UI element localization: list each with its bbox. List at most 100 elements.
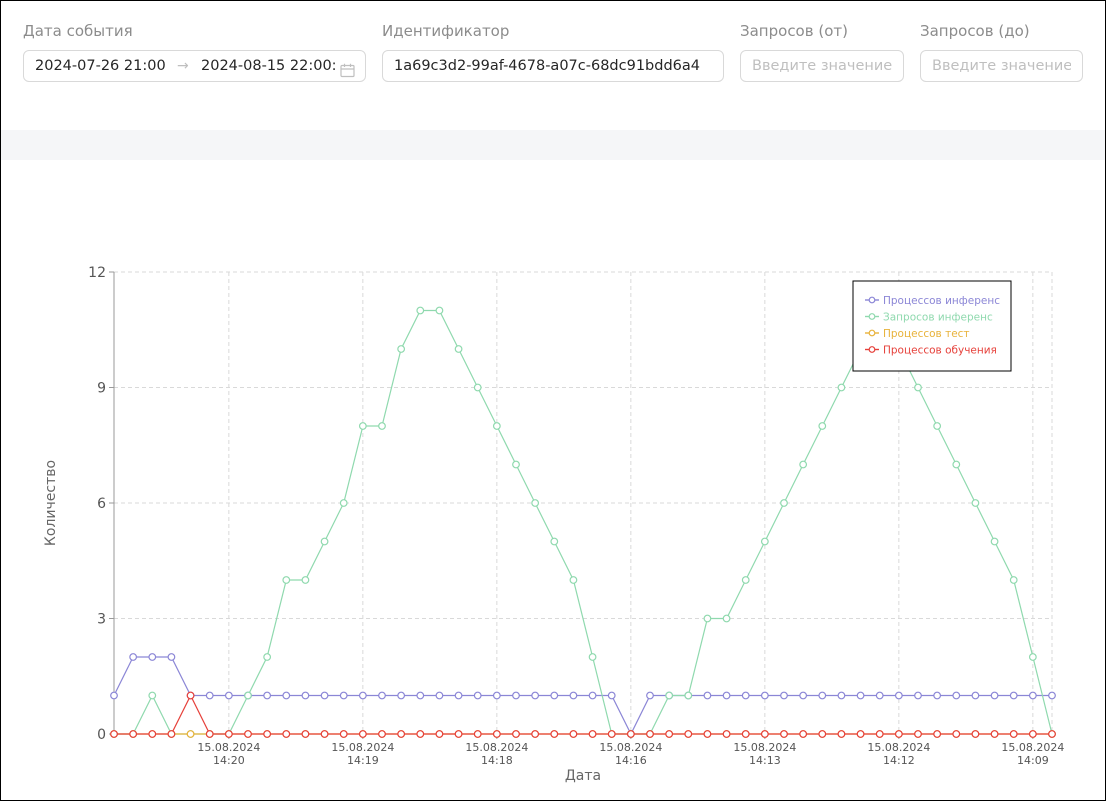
data-point[interactable] (244, 730, 252, 738)
data-point[interactable] (703, 691, 712, 700)
data-point[interactable] (569, 730, 578, 738)
data-point[interactable] (607, 691, 616, 700)
data-point[interactable] (990, 691, 999, 700)
data-point[interactable] (339, 730, 348, 738)
data-point[interactable] (1028, 691, 1037, 700)
data-point[interactable] (416, 691, 425, 700)
data-point[interactable] (799, 691, 808, 700)
data-point[interactable] (512, 691, 520, 700)
data-point[interactable] (875, 730, 884, 738)
data-point[interactable] (550, 537, 559, 546)
data-point[interactable] (397, 730, 406, 738)
data-point[interactable] (473, 383, 482, 392)
data-point[interactable] (492, 422, 501, 430)
data-point[interactable] (933, 730, 942, 738)
data-point[interactable] (110, 730, 118, 738)
legend-item-inference_processes[interactable]: Процессов инференс (865, 295, 1000, 307)
data-point[interactable] (148, 730, 157, 738)
data-point[interactable] (358, 730, 367, 738)
data-point[interactable] (301, 576, 310, 584)
data-point[interactable] (186, 730, 195, 738)
data-point[interactable] (1048, 730, 1056, 738)
data-point[interactable] (741, 576, 750, 584)
event-date-start-input[interactable]: 2024-07-26 21:00:00 (35, 58, 167, 74)
data-point[interactable] (665, 691, 674, 700)
data-point[interactable] (799, 730, 808, 738)
data-point[interactable] (320, 537, 329, 546)
legend-item-test_processes[interactable]: Процессов тест (865, 328, 970, 340)
data-point[interactable] (837, 691, 846, 700)
data-point[interactable] (684, 691, 693, 700)
data-point[interactable] (588, 730, 597, 738)
data-point[interactable] (703, 730, 712, 738)
data-point[interactable] (626, 730, 635, 738)
data-point[interactable] (263, 691, 272, 700)
data-point[interactable] (512, 460, 520, 469)
data-point[interactable] (378, 691, 386, 700)
identifier-input[interactable]: 1a69c3d2-99af-4678-a07c-68dc91bdd6a4 (382, 50, 724, 82)
data-point[interactable] (129, 653, 138, 661)
data-point[interactable] (780, 499, 788, 507)
data-point[interactable] (282, 691, 291, 700)
data-point[interactable] (454, 691, 463, 700)
data-point[interactable] (741, 730, 750, 738)
data-point[interactable] (531, 499, 540, 507)
data-point[interactable] (1028, 730, 1037, 738)
data-point[interactable] (358, 691, 367, 700)
data-point[interactable] (665, 730, 674, 738)
data-point[interactable] (1009, 691, 1018, 700)
data-point[interactable] (416, 306, 425, 315)
data-point[interactable] (531, 691, 540, 700)
data-point[interactable] (914, 730, 922, 738)
data-point[interactable] (722, 614, 731, 623)
data-point[interactable] (894, 691, 903, 700)
data-point[interactable] (531, 730, 540, 738)
data-point[interactable] (320, 691, 329, 700)
data-point[interactable] (569, 576, 578, 584)
requests-to-input[interactable] (920, 50, 1083, 82)
data-point[interactable] (550, 691, 559, 700)
data-point[interactable] (224, 691, 233, 700)
data-point[interactable] (837, 730, 846, 738)
data-point[interactable] (301, 691, 310, 700)
data-point[interactable] (435, 306, 444, 315)
data-point[interactable] (358, 422, 367, 430)
data-point[interactable] (148, 653, 157, 661)
data-point[interactable] (1048, 691, 1056, 700)
data-point[interactable] (952, 691, 961, 700)
data-point[interactable] (760, 537, 769, 546)
legend-item-training_processes[interactable]: Процессов обучения (865, 345, 997, 357)
data-point[interactable] (607, 730, 616, 738)
data-point[interactable] (760, 730, 769, 738)
data-point[interactable] (378, 422, 386, 430)
data-point[interactable] (914, 383, 922, 392)
data-point[interactable] (378, 730, 386, 738)
data-point[interactable] (550, 730, 559, 738)
event-date-range-picker[interactable]: 2024-07-26 21:00:00 → 2024-08-15 22:00:0… (23, 50, 366, 82)
data-point[interactable] (818, 422, 827, 430)
data-point[interactable] (435, 730, 444, 738)
data-point[interactable] (397, 691, 406, 700)
data-point[interactable] (990, 537, 999, 546)
data-point[interactable] (971, 499, 980, 507)
data-point[interactable] (569, 691, 578, 700)
data-point[interactable] (320, 730, 329, 738)
requests-from-input[interactable] (740, 50, 904, 82)
data-point[interactable] (205, 691, 214, 700)
data-point[interactable] (856, 730, 865, 738)
data-point[interactable] (588, 653, 597, 661)
data-point[interactable] (186, 691, 195, 700)
data-point[interactable] (282, 576, 291, 584)
data-point[interactable] (454, 730, 463, 738)
data-point[interactable] (971, 691, 980, 700)
data-point[interactable] (799, 460, 808, 469)
data-point[interactable] (339, 499, 348, 507)
data-point[interactable] (837, 383, 846, 392)
calendar-icon[interactable] (340, 59, 355, 81)
data-point[interactable] (818, 730, 827, 738)
data-point[interactable] (263, 653, 272, 661)
data-point[interactable] (684, 730, 693, 738)
data-point[interactable] (952, 460, 961, 469)
data-point[interactable] (588, 691, 597, 700)
data-point[interactable] (129, 730, 138, 738)
